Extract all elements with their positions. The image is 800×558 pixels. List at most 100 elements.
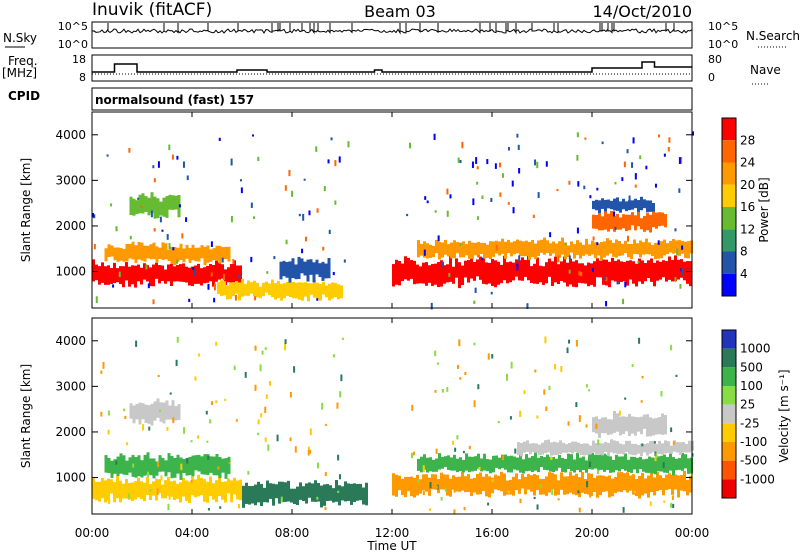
- range-cell: [177, 404, 181, 420]
- range-cell: [672, 441, 675, 445]
- range-cell: [498, 457, 501, 470]
- range-cell: [147, 283, 150, 289]
- range-cell: [681, 245, 684, 250]
- range-cell: [115, 228, 118, 231]
- range-cell: [431, 474, 434, 490]
- colorbar-frame: [721, 117, 737, 297]
- range-cell: [550, 456, 553, 460]
- range-cell: [257, 419, 260, 425]
- range-cell: [618, 410, 621, 416]
- range-cell: [560, 261, 563, 282]
- range-cell: [533, 496, 536, 500]
- range-cell: [597, 455, 600, 471]
- range-cell: [607, 199, 610, 209]
- range-cell: [461, 141, 464, 149]
- range-cell: [324, 423, 327, 426]
- range-cell: [622, 507, 625, 513]
- range-cell: [555, 458, 558, 471]
- range-cell: [410, 260, 413, 279]
- range-cell: [526, 440, 529, 452]
- range-cell: [142, 424, 145, 431]
- range-cell: [224, 481, 227, 503]
- range-cell: [224, 398, 227, 401]
- range-cell: [474, 242, 477, 256]
- range-cell: [303, 261, 307, 276]
- range-cell: [223, 281, 226, 296]
- range-cell: [476, 166, 479, 170]
- range-cell: [443, 474, 446, 490]
- range-cell: [155, 246, 159, 263]
- range-cell: [458, 262, 461, 289]
- range-cell: [486, 159, 489, 165]
- range-cell: [475, 157, 478, 164]
- range-cell: [178, 204, 181, 208]
- range-cell: [625, 201, 628, 212]
- range-cell: [631, 200, 634, 210]
- range-cell: [215, 480, 218, 503]
- range-cell: [585, 460, 588, 473]
- range-cell: [197, 474, 200, 497]
- range-cell: [122, 266, 125, 288]
- range-cell: [459, 160, 462, 164]
- range-cell: [338, 156, 341, 163]
- range-cell: [113, 459, 117, 474]
- range-cell: [419, 479, 422, 494]
- range-cell: [328, 229, 331, 235]
- station-title: Inuvik (fitACF): [92, 0, 212, 20]
- range-cell: [605, 259, 608, 286]
- colorbar-swatch: [722, 404, 736, 424]
- colorbar-swatch: [722, 348, 736, 368]
- range-cell: [592, 214, 595, 229]
- colorbar-swatch: [722, 184, 736, 207]
- range-cell: [487, 353, 490, 360]
- nsky-label: N.Sky: [3, 31, 37, 45]
- range-cell: [159, 409, 162, 413]
- range-cell: [311, 483, 314, 502]
- range-cell: [398, 260, 401, 286]
- range-cell: [567, 245, 570, 257]
- range-cell: [274, 283, 277, 300]
- range-cell: [601, 443, 604, 456]
- range-cell: [262, 282, 265, 296]
- y-tick-label: 4000: [55, 128, 86, 142]
- range-cell: [619, 201, 622, 213]
- range-cell: [353, 483, 356, 503]
- range-cell: [482, 476, 485, 492]
- range-cell: [190, 440, 193, 443]
- range-cell: [362, 487, 365, 505]
- range-cell: [409, 142, 412, 149]
- range-cell: [473, 400, 476, 408]
- range-cell: [579, 457, 582, 473]
- range-cell: [176, 259, 179, 264]
- range-cell: [330, 137, 333, 141]
- range-cell: [146, 245, 150, 259]
- range-cell: [324, 472, 327, 477]
- range-cell: [227, 478, 230, 494]
- range-cell: [95, 264, 98, 281]
- range-cell: [182, 161, 185, 168]
- range-cell: [307, 446, 310, 452]
- range-cell: [125, 460, 129, 475]
- time-x-axis: 00:00 04:00 08:00 12:00 16:00 20:00 00:00: [75, 112, 709, 540]
- colorbar-swatch: [722, 330, 736, 349]
- range-cell: [140, 242, 144, 261]
- range-cell: [677, 475, 680, 498]
- range-cell: [579, 242, 582, 259]
- range-cell: [174, 406, 178, 421]
- range-cell: [171, 195, 175, 210]
- range-cell: [604, 199, 607, 212]
- range-cell: [290, 488, 293, 503]
- colorbar-tick-label: -500: [740, 454, 767, 468]
- range-cell: [131, 265, 134, 285]
- range-cell: [244, 371, 247, 378]
- range-cell: [417, 240, 420, 258]
- range-cell: [683, 470, 686, 492]
- range-cell: [516, 457, 519, 471]
- range-cell: [584, 479, 587, 494]
- range-cell: [264, 347, 267, 351]
- range-cell: [585, 238, 588, 255]
- range-cell: [221, 458, 225, 473]
- range-cell: [401, 478, 404, 496]
- range-cell: [456, 242, 459, 254]
- range-cell: [229, 282, 232, 300]
